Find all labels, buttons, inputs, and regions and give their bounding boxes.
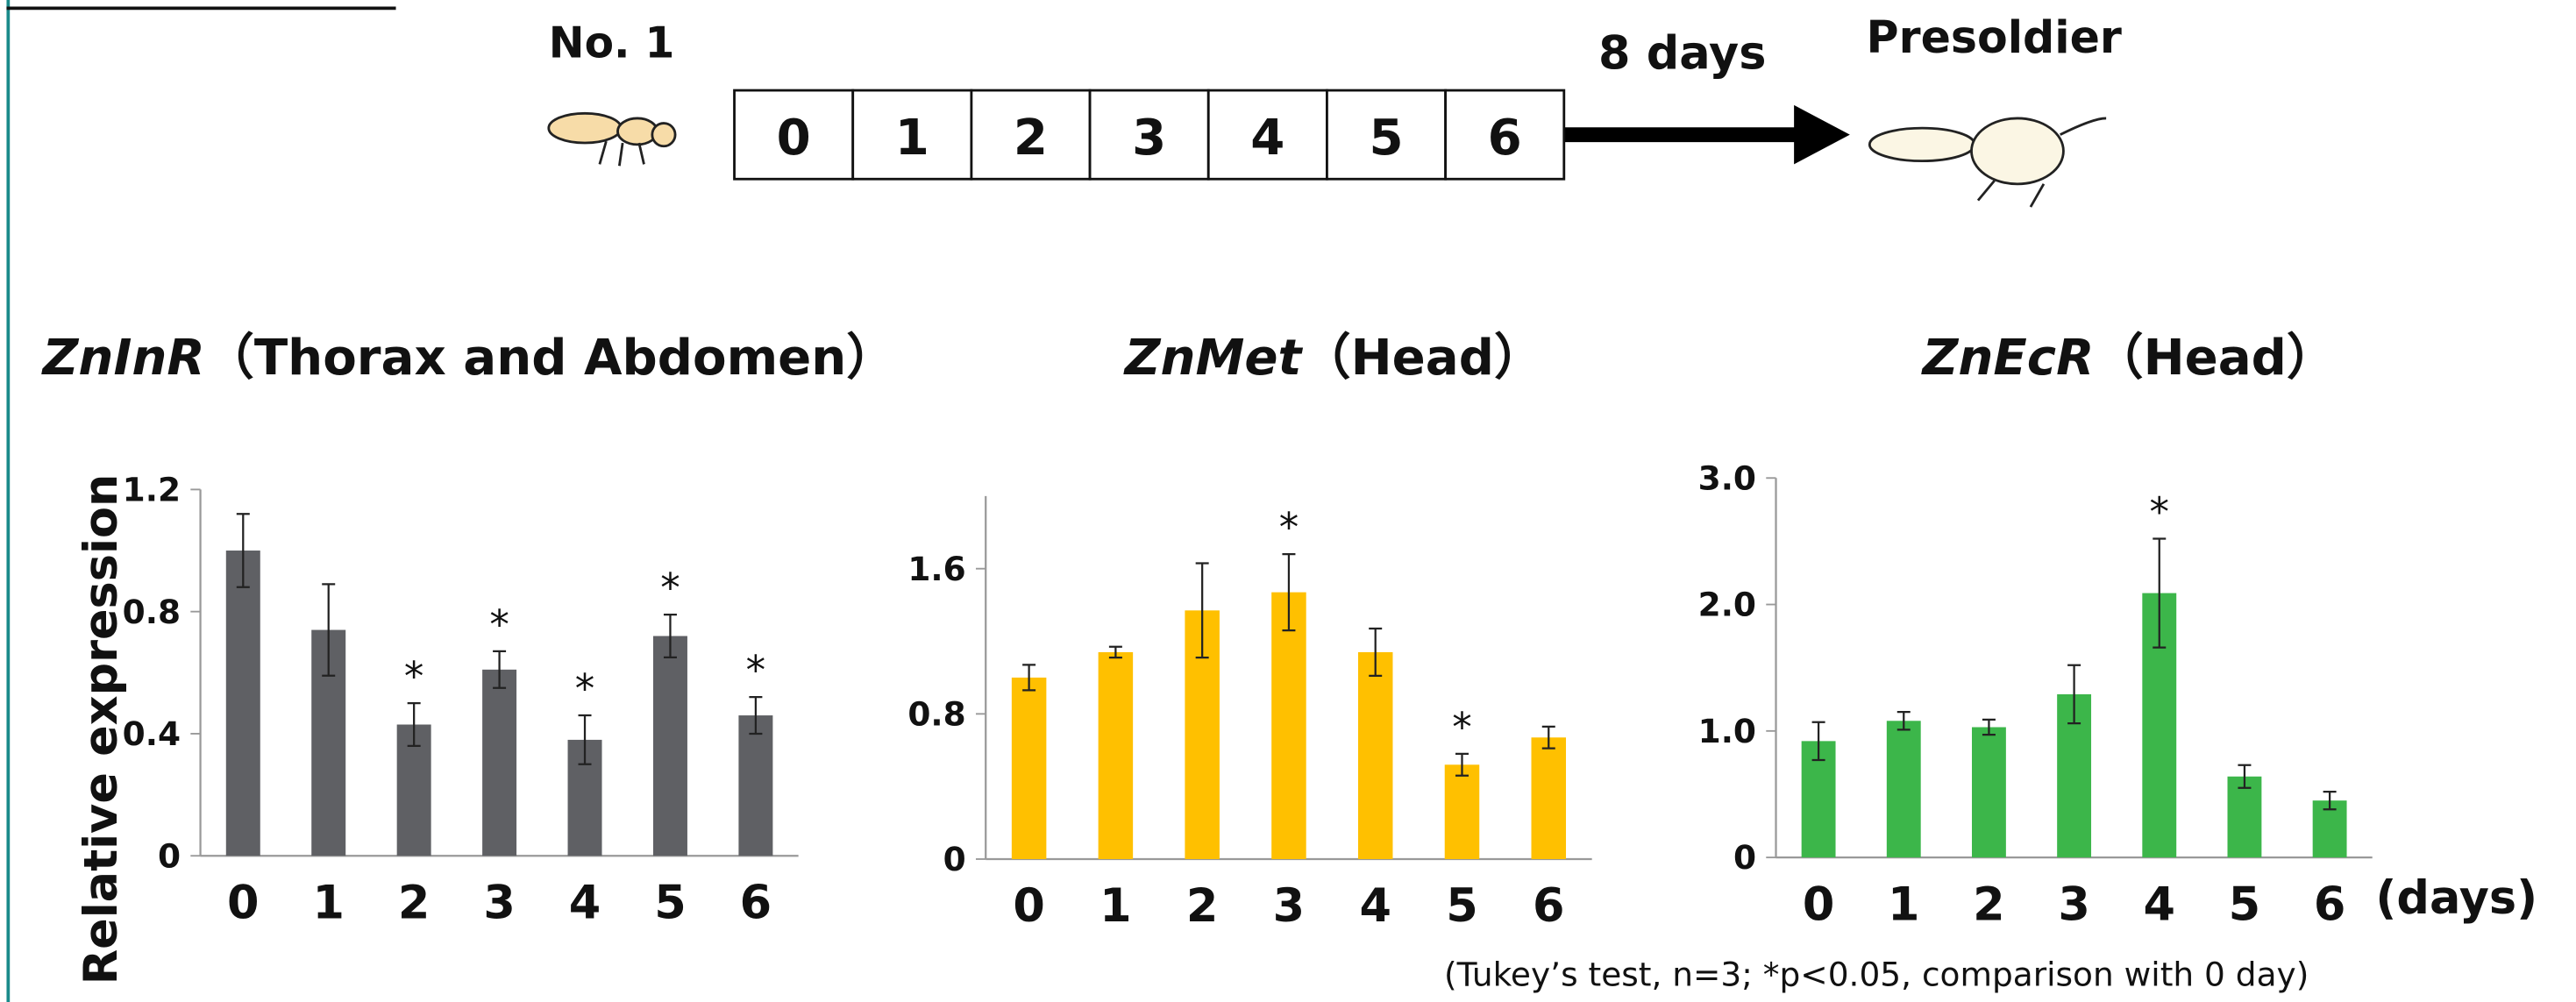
y-tick-label: 1.0 <box>1698 712 1756 750</box>
y-tick-label: 0 <box>943 840 966 878</box>
y-tick-label: 0.4 <box>123 714 181 753</box>
day-box-label: 4 <box>1250 110 1284 167</box>
bar <box>1271 593 1306 859</box>
x-tick-label: 1 <box>1099 879 1132 933</box>
x-tick-label: 4 <box>2144 878 2176 931</box>
x-tick-label: 3 <box>2058 878 2090 931</box>
day-box-label: 0 <box>777 110 811 167</box>
title-gene: ZnMet <box>1123 330 1304 387</box>
title-gene: ZnInR <box>41 330 205 387</box>
significance-marker: * <box>2150 489 2169 536</box>
x-tick-label: 2 <box>1973 878 2005 931</box>
day-box-label: 3 <box>1132 110 1166 167</box>
x-tick-label: 4 <box>569 876 601 929</box>
bar <box>1358 652 1393 859</box>
x-tick-label: 6 <box>2314 878 2346 931</box>
y-tick-label: 2.0 <box>1698 586 1756 624</box>
bar <box>1972 727 2006 857</box>
bar <box>653 636 687 856</box>
significance-marker: * <box>1452 704 1471 750</box>
significance-marker: * <box>404 653 423 700</box>
bar <box>1012 678 1047 859</box>
x-tick-label: 2 <box>398 876 430 929</box>
x-tick-label: 5 <box>1446 879 1478 933</box>
day-box-label: 2 <box>1014 110 1048 167</box>
chart-title: ZnInR（Thorax and Abdomen） <box>41 330 896 387</box>
y-tick-label: 0 <box>158 836 181 875</box>
bar <box>1532 737 1567 859</box>
figure: No. 1 8 days Presoldier (Tukey’s test, n… <box>0 0 2576 1002</box>
title-tissue: （Thorax and Abdomen） <box>205 330 896 387</box>
title-tissue: （Head） <box>1301 330 1543 387</box>
y-tick-label: 3.0 <box>1698 458 1756 497</box>
significance-marker: * <box>1279 504 1299 551</box>
day-box-label: 6 <box>1488 110 1522 167</box>
significance-marker: * <box>660 565 680 611</box>
day-box-label: 5 <box>1369 110 1403 167</box>
x-axis-label: (days) <box>2375 871 2537 925</box>
x-tick-label: 3 <box>483 876 516 929</box>
x-tick-label: 5 <box>654 876 687 929</box>
bar <box>738 715 772 856</box>
y-tick-label: 0.8 <box>123 593 181 631</box>
arrow-label: 8 days <box>1598 27 1767 81</box>
x-tick-label: 6 <box>740 876 772 929</box>
chart-title: ZnEcR（Head） <box>1921 330 2336 387</box>
x-tick-label: 0 <box>1013 879 1045 933</box>
y-tick-label: 0 <box>1733 838 1756 877</box>
x-tick-label: 1 <box>312 876 345 929</box>
chart-title: ZnMet（Head） <box>1123 330 1543 387</box>
arrow-head <box>1794 105 1850 164</box>
end-label: Presoldier <box>1867 11 2122 63</box>
y-tick-label: 0.8 <box>907 694 965 733</box>
bar <box>1445 764 1480 859</box>
x-tick-label: 3 <box>1273 879 1305 933</box>
day-box-label: 1 <box>895 110 929 167</box>
worker-icon <box>549 113 675 166</box>
title-tissue: （Head） <box>2094 330 2336 387</box>
x-tick-label: 4 <box>1359 879 1391 933</box>
bar <box>226 551 260 856</box>
x-tick-label: 0 <box>227 876 260 929</box>
y-axis-label: Relative expression <box>75 474 128 985</box>
bar <box>1887 721 1921 857</box>
x-tick-label: 5 <box>2229 878 2261 931</box>
x-tick-label: 6 <box>1533 879 1565 933</box>
bar <box>1099 652 1134 859</box>
title-gene: ZnEcR <box>1921 330 2095 387</box>
x-tick-label: 1 <box>1888 878 1920 931</box>
x-tick-label: 2 <box>1186 879 1219 933</box>
soldier-icon <box>1869 118 2106 207</box>
bar <box>482 670 516 856</box>
y-tick-label: 1.2 <box>123 471 181 509</box>
significance-marker: * <box>746 647 765 693</box>
significance-marker: * <box>489 601 509 648</box>
significance-marker: * <box>575 665 594 712</box>
page: {"diagram":{"start_label":"No. 1","boxes… <box>0 0 2576 1002</box>
y-tick-label: 1.6 <box>907 550 965 588</box>
x-tick-label: 0 <box>1803 878 1835 931</box>
start-label: No. 1 <box>549 19 675 68</box>
footnote: (Tukey’s test, n=3; *p<0.05, comparison … <box>1444 955 2309 993</box>
